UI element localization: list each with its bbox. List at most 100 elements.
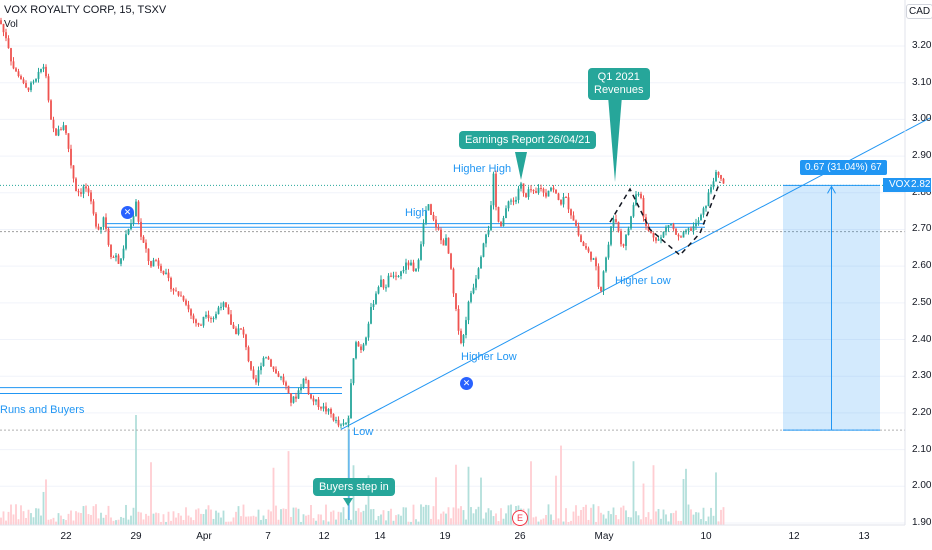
currency-label[interactable]: CAD bbox=[906, 4, 932, 19]
candle-body bbox=[560, 200, 562, 205]
callout-q1-revenues[interactable]: Q1 2021 Revenues bbox=[588, 68, 650, 100]
volume-bar bbox=[425, 504, 427, 525]
candle-body bbox=[467, 301, 470, 321]
candle-body bbox=[720, 175, 722, 179]
volume-bar bbox=[22, 511, 25, 525]
candle-body bbox=[557, 193, 560, 201]
volume-bar bbox=[547, 504, 550, 525]
annotation-higher-high[interactable]: Higher High bbox=[453, 163, 512, 175]
candle-body bbox=[682, 232, 685, 238]
callout-buyers-step-in[interactable]: Buyers step in bbox=[313, 478, 395, 496]
volume-bar bbox=[272, 467, 275, 525]
candle-body bbox=[342, 423, 345, 425]
candlesticks bbox=[0, 17, 725, 429]
volume-bar bbox=[192, 520, 195, 525]
close-marker-icon[interactable]: ✕ bbox=[460, 377, 473, 390]
volume-bar bbox=[320, 514, 322, 525]
time-tick-label: 22 bbox=[60, 531, 72, 542]
candle-body bbox=[400, 271, 402, 276]
candle-body bbox=[425, 210, 427, 224]
volume-bar bbox=[702, 507, 705, 525]
volume-bar bbox=[680, 520, 682, 525]
volume-bar bbox=[62, 519, 65, 525]
candle-body bbox=[52, 119, 55, 129]
candle-body bbox=[60, 129, 62, 131]
volume-bar bbox=[155, 512, 157, 525]
candle-body bbox=[615, 219, 617, 222]
volume-bar bbox=[507, 505, 510, 525]
annotation-higher-low-2[interactable]: Higher Low bbox=[615, 275, 671, 287]
candle-body bbox=[165, 272, 167, 274]
candle-body bbox=[275, 369, 277, 374]
candle-body bbox=[580, 235, 582, 243]
candle-body bbox=[387, 275, 390, 288]
candle-body bbox=[245, 334, 247, 348]
volume-bar bbox=[255, 516, 257, 525]
annotation-higher-low-1[interactable]: Higher Low bbox=[461, 351, 517, 363]
candle-body bbox=[310, 394, 312, 399]
volume-bar bbox=[110, 517, 112, 525]
candle-body bbox=[302, 378, 305, 388]
candle-body bbox=[167, 272, 170, 278]
candle-body bbox=[670, 224, 672, 226]
volume-bar bbox=[312, 518, 315, 525]
annotation-high[interactable]: High bbox=[405, 207, 428, 219]
candle-body bbox=[582, 242, 585, 247]
candle-body bbox=[177, 291, 180, 296]
volume-bar bbox=[280, 509, 282, 525]
candle-body bbox=[410, 262, 412, 266]
candle-body bbox=[205, 314, 207, 317]
candle-body bbox=[440, 229, 442, 241]
annotation-low[interactable]: Low bbox=[353, 426, 374, 438]
candle-body bbox=[305, 378, 307, 381]
volume-bar bbox=[642, 483, 645, 525]
candle-body bbox=[550, 187, 552, 191]
volume-bar bbox=[650, 519, 652, 525]
volume-bar bbox=[205, 509, 207, 525]
volume-bar bbox=[662, 509, 665, 525]
candle-body bbox=[160, 265, 162, 271]
candle-body bbox=[132, 216, 135, 224]
price-tick-label: 2.70 bbox=[912, 223, 932, 235]
candle-body bbox=[195, 319, 197, 324]
candle-body bbox=[515, 199, 517, 202]
buyers-pointer bbox=[343, 498, 353, 506]
current-price-tag: VOX 2.82 bbox=[883, 178, 931, 192]
volume-bar bbox=[40, 515, 42, 525]
candle-body bbox=[280, 376, 282, 378]
candle-body bbox=[95, 213, 97, 227]
volume-bar bbox=[337, 511, 340, 525]
volume-bar bbox=[35, 508, 37, 525]
volume-bar bbox=[490, 510, 492, 525]
candle-body bbox=[422, 223, 425, 245]
volume-bar bbox=[162, 514, 165, 525]
candle-body bbox=[295, 396, 297, 399]
candle-body bbox=[385, 287, 387, 289]
close-marker-icon[interactable]: ✕ bbox=[121, 206, 134, 219]
volume-bar bbox=[537, 521, 540, 525]
candle-body bbox=[395, 275, 397, 277]
candle-body bbox=[565, 197, 567, 199]
volume-bar bbox=[90, 514, 92, 525]
volume-bar bbox=[647, 512, 650, 525]
measure-box[interactable] bbox=[783, 184, 880, 431]
callout-pointers bbox=[343, 96, 622, 506]
volume-bar bbox=[555, 475, 557, 525]
annotation-runs-and-buyers[interactable]: Runs and Buyers bbox=[0, 404, 85, 416]
dashed-zigzag-projection[interactable] bbox=[609, 181, 721, 257]
earnings-event-icon[interactable]: E bbox=[512, 510, 528, 526]
candle-body bbox=[192, 315, 195, 320]
candle-body bbox=[635, 194, 637, 205]
volume-bar bbox=[410, 521, 412, 525]
volume-bar bbox=[657, 508, 660, 525]
candle-body bbox=[115, 255, 117, 258]
volume-bar bbox=[52, 517, 55, 525]
candle-body bbox=[322, 406, 325, 409]
volume-bar bbox=[200, 513, 202, 525]
candle-body bbox=[625, 234, 627, 246]
volume-bar bbox=[595, 521, 597, 525]
callout-earnings-report[interactable]: Earnings Report 26/04/21 bbox=[459, 131, 597, 149]
volume-bar bbox=[92, 506, 95, 525]
price-tick-label: 2.50 bbox=[912, 296, 932, 308]
